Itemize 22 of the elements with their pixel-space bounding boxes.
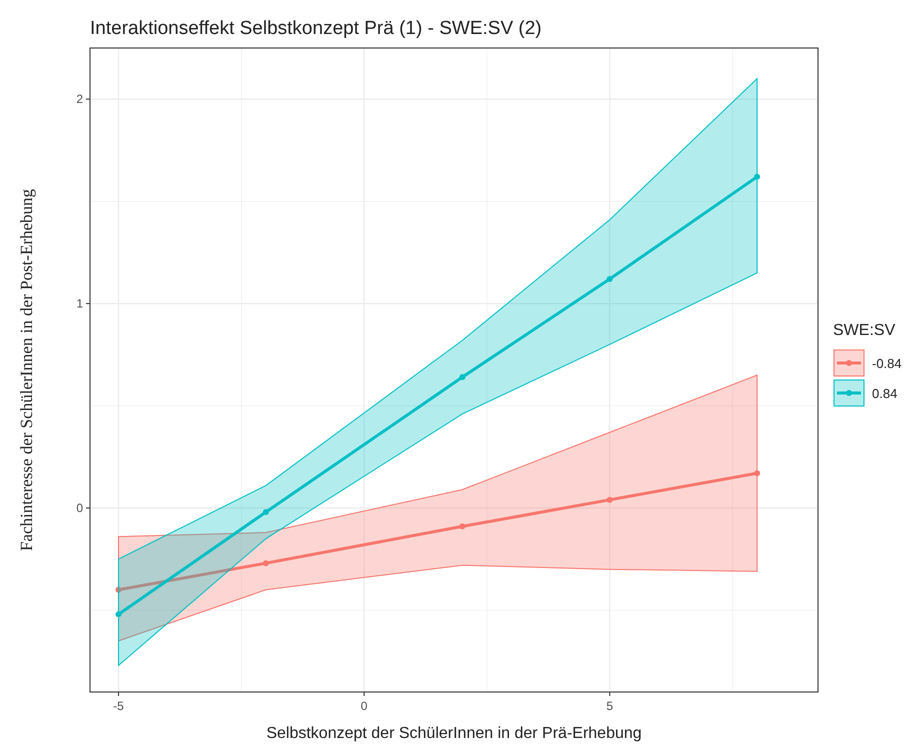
point bbox=[754, 470, 760, 476]
x-tick-label: 5 bbox=[606, 699, 614, 713]
y-tick-label: 2 bbox=[76, 92, 84, 106]
point bbox=[262, 560, 269, 566]
point bbox=[606, 276, 613, 282]
point bbox=[606, 496, 613, 503]
y-axis-title: Fachinteresse der SchülerInnen in der Post-Erhebung bbox=[17, 188, 36, 552]
y-tick-label: 1 bbox=[76, 296, 84, 311]
point bbox=[262, 509, 269, 516]
point bbox=[459, 523, 466, 530]
point bbox=[115, 611, 122, 618]
legend-title: SWE:SV bbox=[833, 322, 896, 339]
chart-title: Interaktionseffekt Selbstkonzept Prä (1) - SWE:SV (2) bbox=[90, 18, 542, 39]
point bbox=[459, 374, 466, 380]
x-tick-label: 0 bbox=[360, 699, 368, 713]
x-tick-label: -5 bbox=[113, 699, 124, 713]
legend-label: -0.84 bbox=[872, 356, 902, 371]
legend-label: 0.84 bbox=[872, 386, 898, 401]
y-tick-label: 0 bbox=[76, 501, 84, 515]
point bbox=[115, 586, 122, 593]
x-axis-title: Selbstkonzept der SchülerInnen in der Prä-Erhebung bbox=[266, 725, 642, 742]
point bbox=[754, 174, 760, 180]
